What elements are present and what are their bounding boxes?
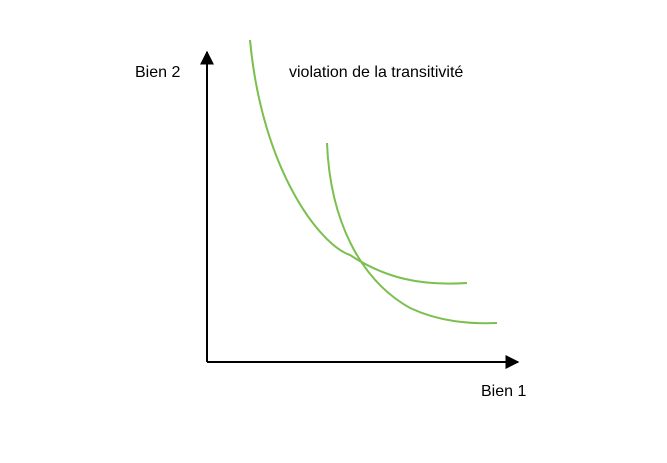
y-axis-label: Bien 2 — [135, 64, 180, 81]
x-axis-label: Bien 1 — [481, 383, 526, 400]
indifference-curve-1 — [249, 39, 468, 285]
diagram-title: violation de la transitivité — [289, 64, 463, 81]
indifference-curve-2 — [326, 142, 498, 325]
